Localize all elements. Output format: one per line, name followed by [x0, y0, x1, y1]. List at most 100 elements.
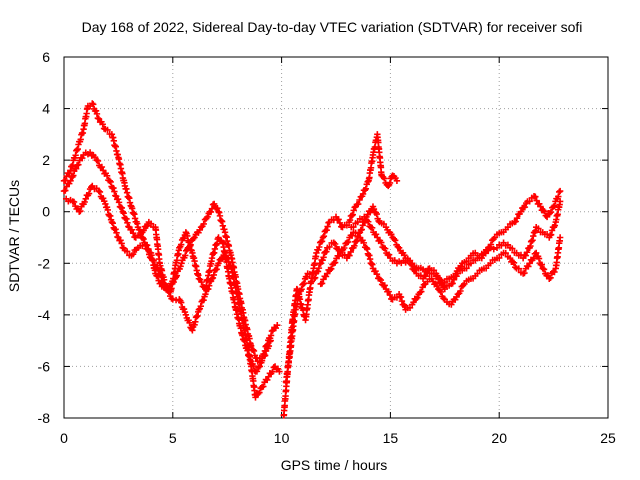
data-point — [370, 205, 378, 213]
data-point — [547, 208, 555, 216]
data-point — [67, 177, 74, 184]
data-point — [509, 245, 516, 252]
data-point — [70, 172, 77, 179]
data-point — [106, 177, 113, 184]
data-point — [200, 297, 207, 304]
data-point — [265, 373, 272, 380]
data-point — [358, 226, 366, 233]
data-point — [252, 394, 259, 401]
data-point — [70, 198, 78, 206]
data-series — [317, 229, 564, 313]
y-tick-label: 4 — [42, 101, 50, 117]
data-point — [198, 278, 205, 286]
data-point — [324, 270, 331, 277]
data-point — [102, 200, 109, 208]
data-point — [311, 274, 319, 281]
data-point — [154, 273, 161, 280]
data-point — [373, 270, 381, 278]
data-point — [94, 157, 102, 165]
x-tick-label: 10 — [274, 430, 290, 446]
data-point — [515, 265, 522, 272]
data-point — [123, 248, 131, 255]
data-point — [348, 212, 356, 219]
data-point — [314, 268, 322, 275]
data-point — [350, 223, 357, 231]
data-point — [88, 183, 95, 191]
data-point — [331, 240, 339, 248]
data-point — [180, 235, 188, 242]
data-point — [362, 185, 370, 193]
data-point — [454, 291, 462, 298]
data-point — [364, 211, 371, 218]
data-point — [448, 301, 455, 308]
data-point — [269, 368, 276, 375]
data-point — [395, 244, 403, 252]
data-point — [81, 198, 88, 206]
data-point — [377, 276, 385, 284]
y-tick-label: 0 — [42, 204, 50, 220]
data-point — [254, 390, 262, 398]
data-point — [90, 101, 97, 108]
data-point — [249, 346, 257, 353]
data-point — [250, 347, 258, 355]
data-point — [247, 342, 255, 349]
data-point — [441, 285, 448, 293]
data-point — [205, 285, 212, 293]
data-point — [215, 260, 222, 267]
data-point — [422, 273, 429, 280]
data-point — [254, 358, 261, 365]
data-point — [98, 163, 106, 171]
data-point — [517, 208, 525, 215]
data-point — [265, 342, 273, 350]
data-point — [93, 156, 100, 164]
data-point — [547, 231, 555, 238]
data-point — [457, 287, 464, 295]
data-point — [197, 223, 205, 231]
data-marks — [60, 100, 564, 419]
data-point — [95, 187, 103, 195]
data-point — [337, 249, 344, 257]
data-point — [298, 286, 305, 293]
data-point — [177, 263, 184, 270]
data-point — [449, 280, 456, 287]
data-point — [200, 220, 207, 228]
data-point — [320, 254, 327, 261]
data-point — [177, 241, 185, 248]
data-point — [354, 200, 362, 208]
data-point — [510, 259, 518, 267]
data-point — [99, 195, 107, 202]
data-series — [62, 182, 274, 365]
y-tick-label: -2 — [38, 255, 51, 271]
data-point — [512, 263, 519, 271]
data-point — [360, 239, 368, 247]
data-point — [107, 212, 114, 220]
data-point — [373, 210, 380, 218]
data-point — [438, 277, 445, 284]
data-point — [176, 244, 183, 252]
data-point — [487, 260, 494, 267]
y-axis-label: SDTVAR / TECUs — [6, 180, 22, 292]
data-point — [320, 232, 328, 240]
data-point — [361, 213, 368, 221]
data-point — [215, 234, 222, 241]
data-point — [311, 275, 318, 282]
data-point — [145, 245, 152, 253]
data-point — [378, 239, 385, 246]
x-tick-label: 25 — [600, 430, 616, 446]
data-point — [89, 100, 96, 107]
data-point — [547, 274, 554, 282]
data-point — [349, 211, 356, 218]
data-point — [354, 218, 361, 226]
data-point — [418, 288, 425, 295]
data-point — [496, 254, 503, 262]
data-point — [350, 207, 357, 214]
data-point — [112, 226, 119, 233]
data-point — [361, 186, 369, 194]
data-point — [521, 269, 528, 277]
data-point — [82, 195, 89, 203]
data-point — [187, 241, 194, 249]
x-tick-label: 0 — [60, 430, 68, 446]
data-point — [318, 238, 326, 245]
data-point — [341, 244, 348, 252]
data-point — [532, 193, 539, 200]
